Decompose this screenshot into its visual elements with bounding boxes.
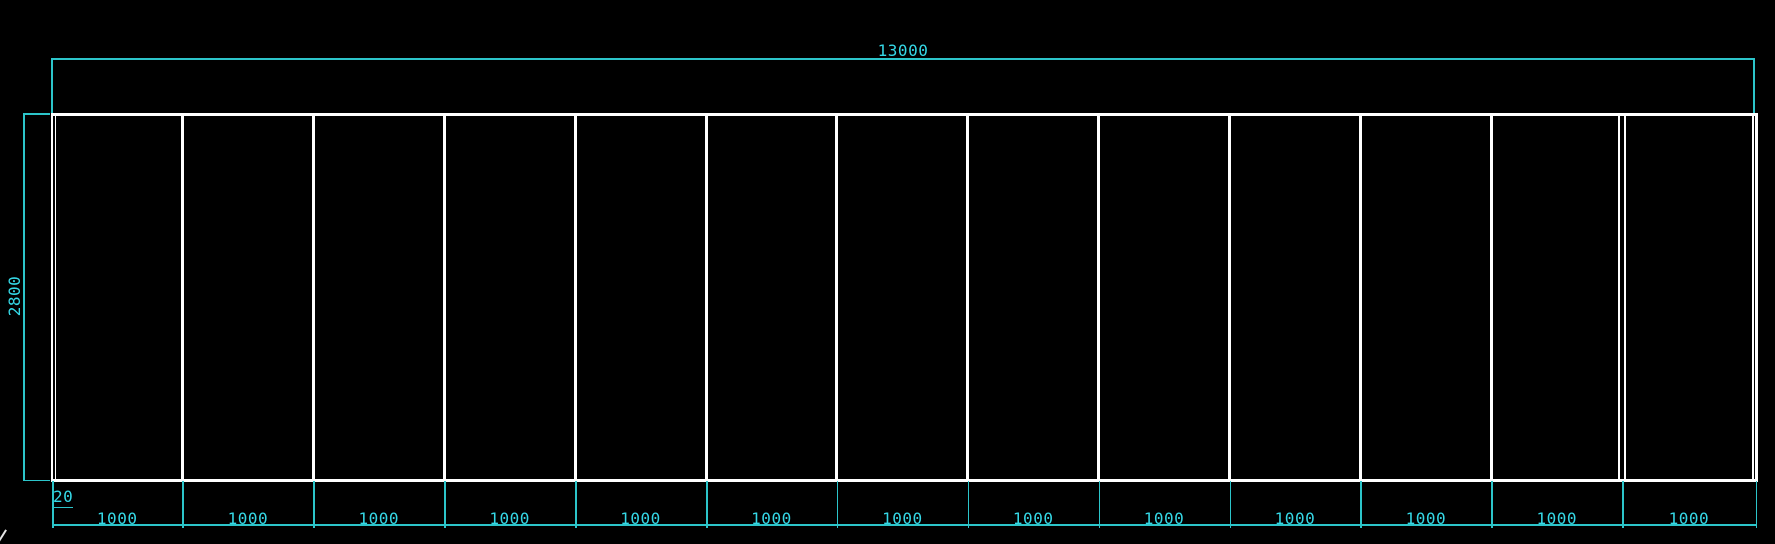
- top-dimension-extension-right: [1753, 58, 1755, 114]
- bottom-extension-line: [967, 481, 970, 528]
- panel-divider: [704, 115, 708, 479]
- panel-width-label: 1000: [489, 509, 530, 528]
- bottom-extension-line: [1622, 481, 1624, 528]
- panel-divider: [311, 115, 315, 479]
- panel-width-label: 1000: [751, 509, 792, 528]
- bottom-extension-line: [1360, 481, 1362, 528]
- bottom-extension-line: [1491, 481, 1493, 528]
- top-dimension-extension-left: [51, 58, 53, 114]
- frame-right-edge-outer: [1755, 113, 1758, 482]
- panel-width-label: 1000: [227, 509, 269, 528]
- panel-width-label: 1000: [1668, 509, 1710, 528]
- panel-divider: [1228, 115, 1231, 479]
- panel-width-label: 1000: [1274, 509, 1316, 528]
- panel-divider: [1624, 115, 1626, 479]
- top-dimension-line: [51, 58, 1754, 60]
- bottom-dimension-baseline: [52, 524, 1757, 526]
- panel-divider: [1617, 115, 1620, 479]
- left-dimension-extension-top: [23, 113, 50, 115]
- left-dimension-extension-bottom: [23, 479, 50, 481]
- panel-width-label: 1000: [358, 509, 400, 528]
- panel-width-label: 1000: [1536, 509, 1578, 528]
- frame-top-edge: [51, 113, 1757, 116]
- bottom-extension-line: [1755, 481, 1757, 528]
- panel-divider: [966, 115, 970, 479]
- bottom-extension-line: [52, 481, 54, 528]
- panel-width-label: 1000: [1143, 509, 1185, 528]
- frame-left-edge-inner: [54, 113, 56, 482]
- bottom-extension-line: [706, 481, 708, 528]
- panel-divider: [1358, 115, 1362, 479]
- bottom-extension-line: [575, 481, 577, 528]
- panel-width-label: 1000: [96, 509, 138, 528]
- panel-width-label: 1000: [1012, 509, 1054, 528]
- bottom-extension-line: [313, 481, 315, 528]
- panel-width-label: 1000: [1405, 509, 1447, 528]
- panel-divider: [835, 115, 839, 479]
- overall-width-dimension-label: 13000: [877, 41, 929, 60]
- overall-height-dimension-label: 2800: [5, 275, 24, 317]
- bottom-extension-line: [1098, 481, 1101, 528]
- frame-left-edge-outer: [50, 113, 53, 482]
- crosshair-corner-mark: [0, 529, 7, 542]
- bottom-extension-line: [182, 481, 184, 528]
- bottom-extension-line: [836, 481, 839, 528]
- panel-divider: [1097, 115, 1101, 479]
- panel-divider: [442, 115, 446, 479]
- panel-divider: [180, 115, 184, 479]
- detail-dimension-label: 20: [53, 487, 74, 508]
- left-dimension-line: [23, 113, 25, 480]
- frame-bottom-edge: [51, 479, 1757, 482]
- bottom-extension-line: [444, 481, 446, 528]
- panel-width-label: 1000: [620, 509, 661, 528]
- panel-divider: [573, 115, 577, 479]
- panel-divider: [1489, 115, 1493, 479]
- frame-right-edge-inner: [1751, 113, 1754, 482]
- panel-width-label: 1000: [882, 509, 923, 528]
- bottom-extension-line: [1229, 481, 1231, 528]
